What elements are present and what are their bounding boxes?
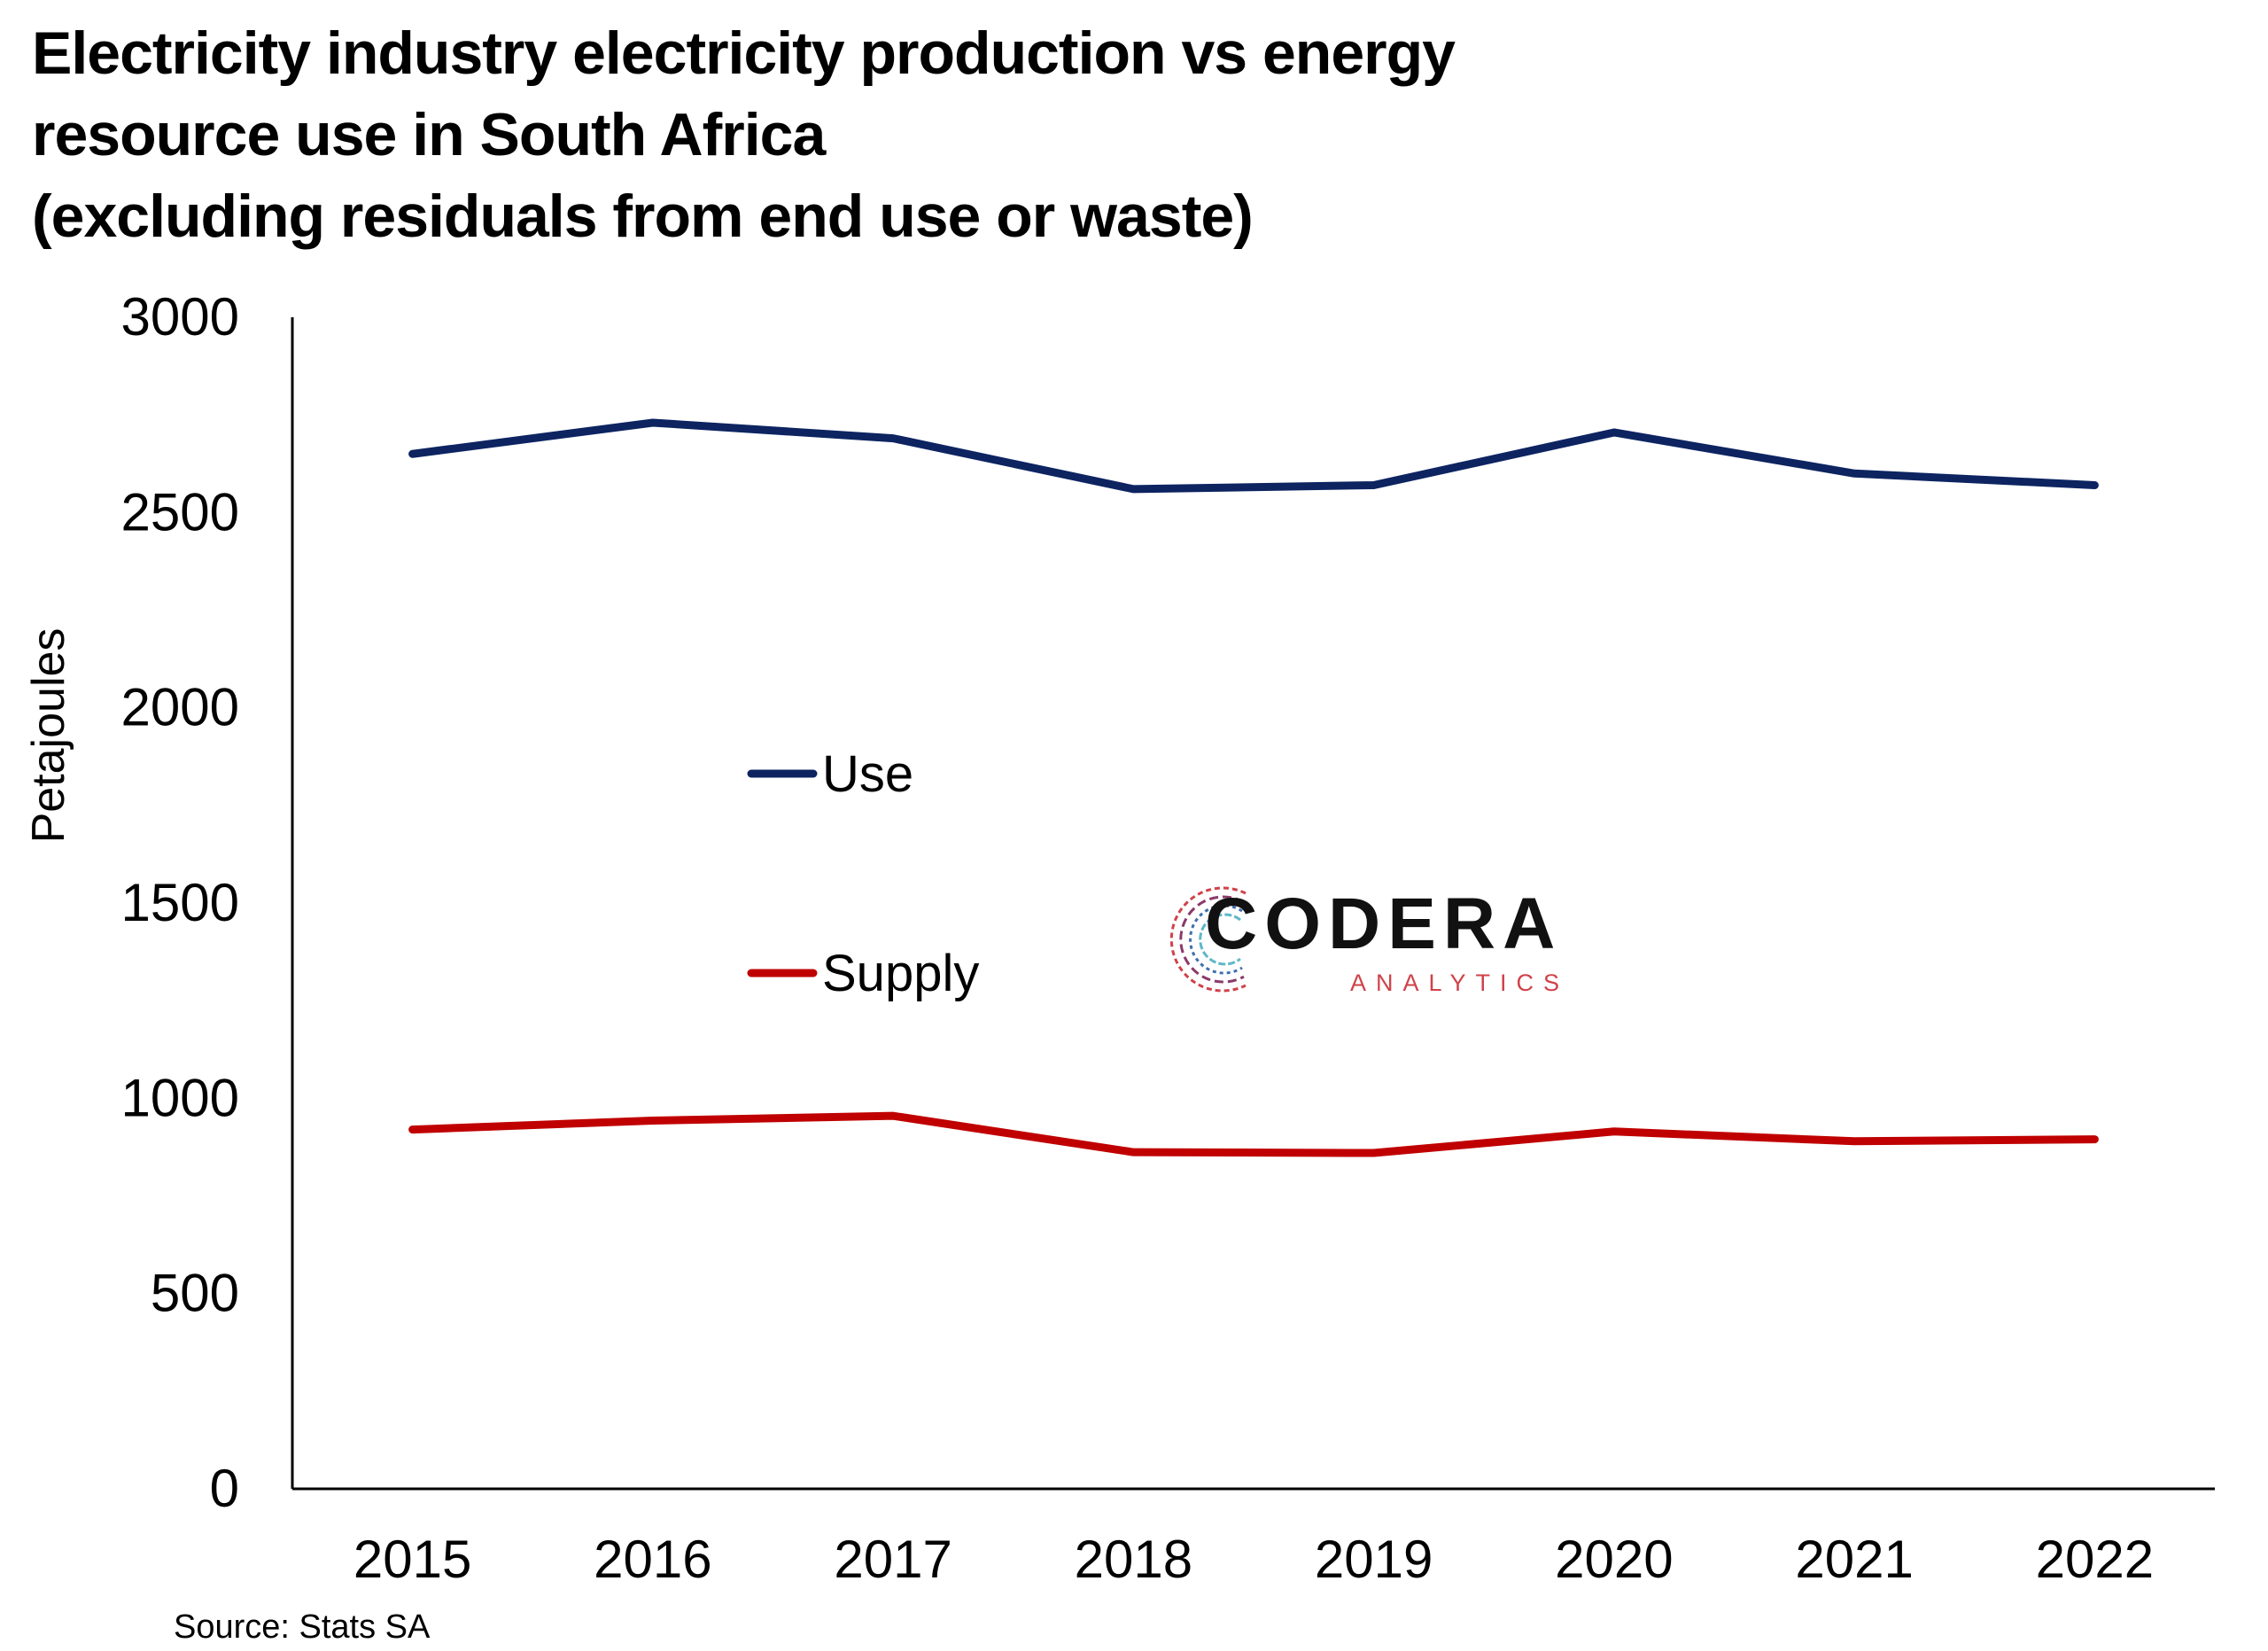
source-note: Source: Stats SA — [174, 1608, 431, 1646]
logo-arc-icon — [1169, 886, 1247, 993]
x-tick-label: 2018 — [1075, 1530, 1192, 1589]
x-tick-label: 2015 — [353, 1530, 471, 1589]
series-lines — [408, 418, 2099, 1157]
logo-subtitle: ANALYTICS — [1350, 970, 1570, 996]
logo-wordmark: CODERA — [1205, 884, 1563, 964]
y-tick-label: 2000 — [121, 678, 239, 737]
chart-axes — [291, 317, 2215, 1491]
chart-title: Electricity industry electricity product… — [32, 12, 1981, 257]
chart-title-line-3: (excluding residuals from end use or was… — [32, 183, 1254, 250]
y-tick-label: 500 — [151, 1264, 239, 1323]
chart-title-line-2: resource use in South Africa — [32, 101, 826, 168]
x-tick-label: 2016 — [594, 1530, 711, 1589]
x-tick-label: 2019 — [1315, 1530, 1433, 1589]
x-tick-label: 2017 — [834, 1530, 951, 1589]
y-tick-label: 2500 — [121, 482, 239, 541]
y-tick-label: 0 — [210, 1459, 239, 1518]
x-axis-ticks: 2015 2016 2017 2018 2019 2020 2021 2022 — [353, 1530, 2154, 1589]
y-tick-label: 3000 — [121, 287, 239, 347]
y-axis-title: Petajoules — [23, 628, 74, 844]
x-tick-label: 2022 — [2036, 1530, 2154, 1589]
legend-label-use: Use — [822, 745, 913, 803]
series-line-supply — [408, 1111, 2099, 1157]
x-tick-label: 2021 — [1795, 1530, 1913, 1589]
y-axis-ticks: 0 500 1000 1500 2000 2500 3000 — [121, 287, 239, 1518]
chart-title-line-1: Electricity industry electricity product… — [32, 19, 1456, 87]
y-tick-label: 1500 — [121, 873, 239, 932]
legend-label-supply: Supply — [822, 945, 979, 1002]
y-tick-label: 1000 — [121, 1068, 239, 1127]
legend: Use Supply — [747, 745, 979, 1002]
series-line-use — [408, 418, 2099, 494]
x-tick-label: 2020 — [1555, 1530, 1673, 1589]
codera-logo: CODERA ANALYTICS — [1168, 877, 1559, 1001]
